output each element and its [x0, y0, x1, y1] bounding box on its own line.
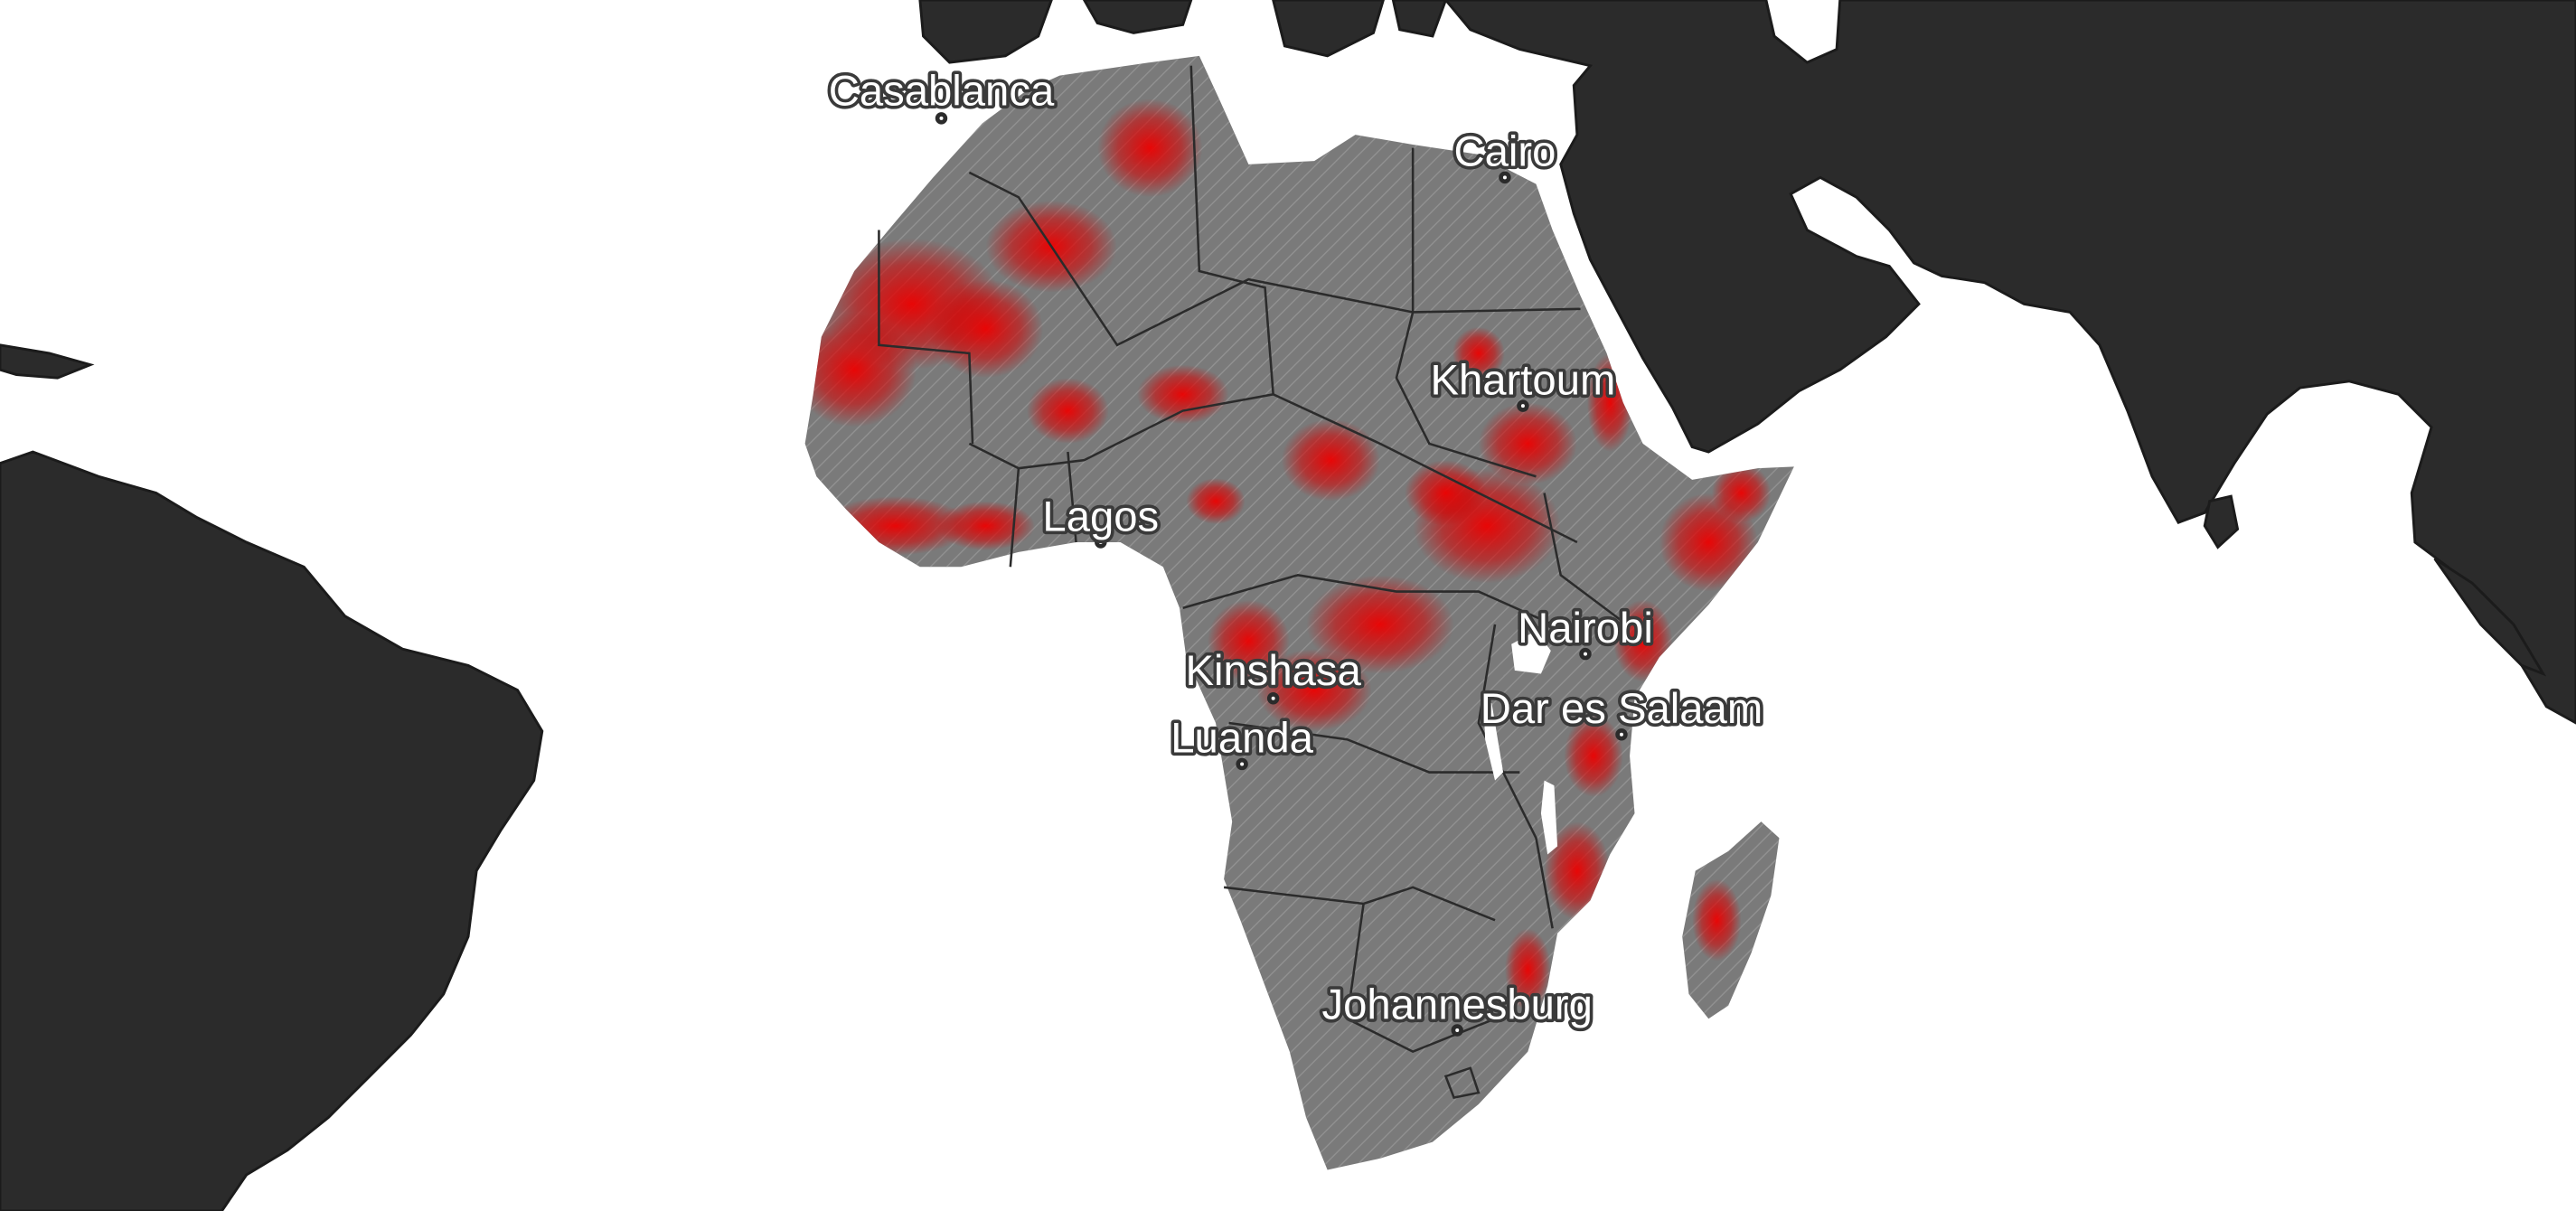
europe-landmass: [918, 0, 1448, 64]
city-label: Casablanca: [829, 67, 1055, 115]
lake-malawi: [1540, 780, 1558, 855]
city-cairo[interactable]: Cairo: [1451, 125, 1559, 184]
asia-landmass: [1443, 0, 2576, 725]
city-label: Johannesburg: [1321, 981, 1592, 1028]
city-lagos[interactable]: Lagos: [1039, 490, 1162, 549]
intensity-cell: [1405, 460, 1487, 526]
city-label: Luanda: [1170, 715, 1313, 763]
intensity-cell: [1256, 649, 1372, 732]
city-label: Nairobi: [1518, 605, 1653, 652]
intensity-cell: [1692, 878, 1742, 962]
intensity-cell: [1027, 378, 1109, 444]
city-nairobi[interactable]: Nairobi: [1515, 601, 1656, 661]
south-america-landmass: [0, 343, 544, 1211]
city-marker: [1579, 647, 1592, 661]
city-layer: Casablanca Cairo Khartoum Lagos Nairobi …: [825, 64, 1766, 1037]
intensity-cell: [1711, 463, 1772, 523]
city-dar-es-salaam[interactable]: Dar es Salaam: [1477, 681, 1766, 741]
city-label: Cairo: [1453, 128, 1556, 176]
intensity-cell: [1504, 928, 1551, 1011]
intensity-cell: [936, 501, 1036, 551]
intensity-cell: [1136, 364, 1229, 425]
intensity-cell: [1305, 575, 1454, 674]
city-johannesburg[interactable]: Johannesburg: [1319, 978, 1596, 1037]
city-kinshasa[interactable]: Kinshasa: [1182, 644, 1365, 705]
city-marker: [1451, 1024, 1463, 1037]
intensity-cell: [1207, 599, 1290, 682]
lake-tanganyika: [1483, 698, 1504, 781]
intensity-cell: [1452, 326, 1505, 380]
city-marker: [1517, 399, 1529, 412]
city-label: Lagos: [1042, 493, 1159, 540]
lakes: [1483, 631, 1558, 855]
city-marker: [1095, 536, 1107, 549]
city-label: Kinshasa: [1185, 647, 1361, 695]
intensity-cell: [1281, 418, 1380, 502]
city-marker: [1236, 757, 1248, 771]
city-khartoum[interactable]: Khartoum: [1427, 353, 1619, 412]
city-marker: [1615, 728, 1628, 741]
intensity-cell: [804, 312, 917, 427]
city-marker: [935, 112, 948, 125]
intensity-cell: [1564, 714, 1623, 797]
city-luanda[interactable]: Luanda: [1168, 711, 1317, 771]
city-label: Khartoum: [1431, 356, 1616, 404]
intensity-cell: [927, 279, 1044, 379]
city-marker: [1266, 692, 1280, 705]
city-casablanca[interactable]: Casablanca: [825, 64, 1058, 125]
lake-victoria: [1511, 631, 1551, 674]
city-marker: [1499, 171, 1511, 184]
sri-lanka: [2203, 494, 2240, 549]
city-label: Dar es Salaam: [1481, 685, 1763, 733]
intensity-cell: [1186, 478, 1246, 524]
intensity-cell: [1478, 402, 1577, 485]
country-borders: [878, 65, 1628, 1100]
intensity-cell: [1097, 99, 1203, 198]
